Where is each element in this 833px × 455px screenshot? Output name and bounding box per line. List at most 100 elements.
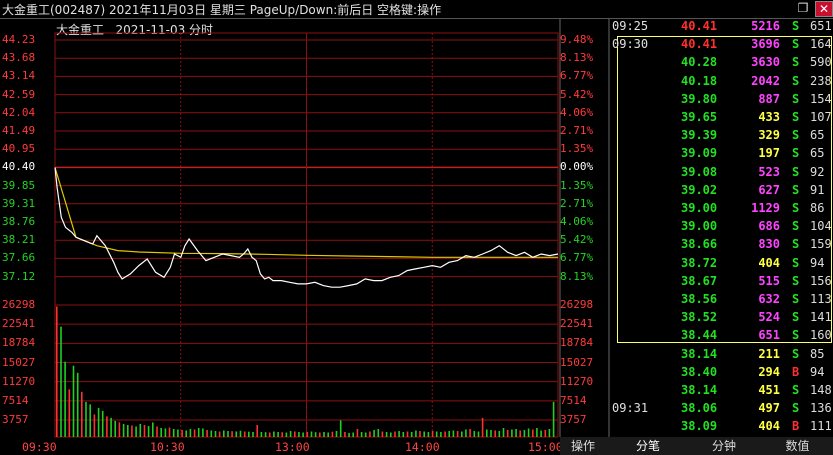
- tick-row: 39.00 1129 S 86: [609, 201, 833, 218]
- tick-row: 38.40 294 B 94: [609, 365, 833, 382]
- tick-volume: 3630: [751, 55, 780, 70]
- volume-bar: [235, 431, 238, 437]
- tick-row: 38.14 211 S 85: [609, 347, 833, 364]
- volume-bar: [536, 428, 538, 437]
- percent-axis-label: 5.42%: [560, 233, 594, 247]
- volume-bar: [193, 429, 196, 437]
- volume-axis-label: 26298: [560, 298, 594, 311]
- volume-bar: [210, 430, 213, 437]
- volume-axis-label: 7514: [2, 393, 29, 407]
- volume-bar: [331, 431, 334, 437]
- tick-row: 09:25 40.41 5216 S 651: [609, 19, 833, 36]
- time-axis-label: 10:30: [150, 440, 185, 454]
- tick-price: 38.44: [681, 328, 718, 343]
- tick-side: S: [792, 401, 800, 416]
- tick-row: 38.56 632 S 113: [609, 292, 833, 309]
- volume-axis-label: 15027: [560, 355, 594, 369]
- tab-minute[interactable]: 分钟: [711, 439, 736, 453]
- volume-bar: [490, 430, 492, 437]
- ticks-highlight-box: [617, 36, 832, 343]
- tick-side: S: [792, 237, 800, 252]
- tick-volume: 632: [758, 292, 780, 306]
- price-axis-label: 37.12: [2, 269, 36, 283]
- tick-count: 160: [810, 328, 832, 343]
- tab-ticks[interactable]: 分笔: [635, 439, 660, 453]
- volume-bar: [248, 431, 250, 437]
- tick-count: 92: [810, 164, 825, 179]
- tick-volume: 515: [758, 273, 780, 288]
- tab-operate[interactable]: 操作: [570, 439, 595, 453]
- tick-count: 94: [810, 255, 825, 270]
- tick-side: S: [792, 55, 800, 70]
- tick-volume: 294: [758, 364, 780, 379]
- volume-bar: [515, 429, 517, 437]
- tick-count: 94: [810, 364, 825, 379]
- volume-bar: [93, 414, 96, 437]
- tick-list[interactable]: 09:25 40.41 5216 S 651 09:30 40.41 3696 S 164 40.2…: [609, 19, 833, 437]
- restore-button[interactable]: ❐: [797, 1, 809, 15]
- volume-bar: [227, 431, 229, 437]
- percent-axis-label: 0.00%: [560, 160, 594, 174]
- percent-axis-label: 5.42%: [560, 87, 594, 101]
- volume-bar: [281, 432, 283, 437]
- volume-bar: [461, 431, 463, 437]
- tick-price: 38.56: [681, 292, 718, 306]
- volume-bar: [177, 429, 179, 437]
- tick-volume: 830: [758, 237, 780, 252]
- volume-bar: [402, 432, 405, 437]
- volume-bar: [452, 430, 455, 437]
- volume-bar: [481, 417, 484, 437]
- time-axis-label: 13:00: [275, 440, 310, 454]
- tick-volume: 451: [758, 383, 780, 397]
- window-title: 大金重工(002487) 2021年11月03日 星期三 PageUp/Down…: [2, 3, 442, 17]
- percent-axis-label: 2.71%: [560, 196, 594, 210]
- tick-price: 38.72: [681, 255, 718, 270]
- tick-count: 136: [810, 401, 832, 416]
- tick-price: 40.41: [681, 37, 718, 52]
- volume-bar: [352, 432, 354, 437]
- volume-bar: [122, 423, 125, 437]
- volume-bar: [298, 432, 300, 437]
- tick-price: 38.14: [681, 346, 718, 361]
- volume-bar: [60, 326, 62, 437]
- volume-bar: [172, 429, 175, 437]
- volume-bar: [189, 429, 192, 437]
- volume-axis-label: 18784: [2, 336, 36, 350]
- tick-side: S: [792, 273, 800, 288]
- volume-bar: [335, 431, 338, 437]
- volume-bar: [427, 432, 430, 437]
- percent-axis-label: 6.77%: [560, 251, 594, 265]
- price-axis-label: 42.04: [2, 105, 36, 119]
- window-titlebar: 大金重工(002487) 2021年11月03日 星期三 PageUp/Down…: [0, 0, 833, 19]
- close-button[interactable]: ✕: [815, 1, 833, 17]
- tick-side: B: [792, 364, 800, 379]
- tick-count: 65: [810, 146, 825, 161]
- tick-row: 38.67 515 S 156: [609, 274, 833, 291]
- tick-price: 39.02: [681, 182, 718, 197]
- price-axis-label: 39.31: [2, 196, 36, 210]
- volume-bar: [373, 430, 375, 437]
- volume-bar: [398, 431, 400, 437]
- volume-axis-label: 18784: [560, 336, 594, 350]
- chart-date-label: 2021-11-03 分时: [115, 23, 214, 37]
- tab-value[interactable]: 数值: [785, 439, 810, 453]
- price-axis-label: 43.68: [2, 51, 36, 65]
- volume-axis-label: 22541: [560, 317, 594, 331]
- tick-row: 38.52 524 S 141: [609, 310, 833, 327]
- tick-side: S: [792, 182, 800, 197]
- tick-count: 91: [810, 182, 825, 197]
- tick-side: S: [792, 310, 800, 325]
- volume-bar: [506, 430, 509, 437]
- chart-header: 大金重工 2021-11-03 分时: [56, 21, 213, 38]
- tick-row: 09:30 40.41 3696 S 164: [609, 37, 833, 54]
- volume-bar: [214, 431, 217, 437]
- tick-price: 38.06: [681, 401, 718, 416]
- tick-side: S: [792, 255, 800, 270]
- stock-name: 大金重工: [56, 23, 105, 37]
- volume-bars: [56, 306, 555, 437]
- volume-bar: [289, 431, 292, 437]
- volume-bar: [511, 429, 513, 437]
- volume-bar: [440, 432, 442, 437]
- volume-axis-label: 11270: [2, 374, 36, 388]
- volume-bar: [164, 428, 167, 437]
